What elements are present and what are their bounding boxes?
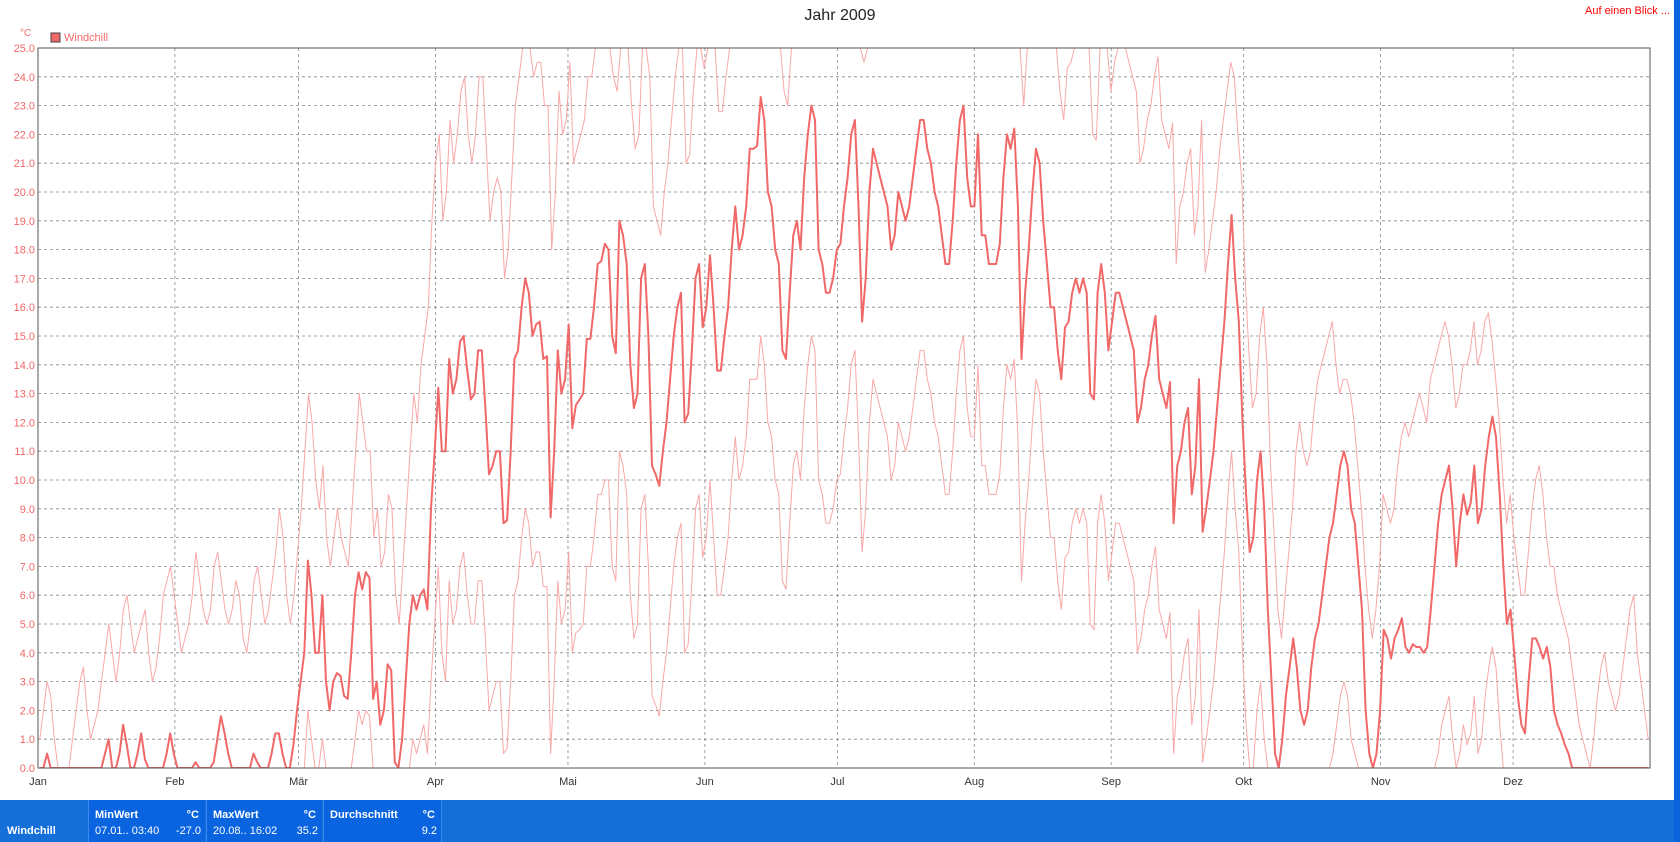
y-tick-label: 9.0 [20, 504, 35, 516]
y-tick-label: 12.0 [14, 417, 35, 429]
max-stat-box: MaxWert °C 20.08.. 16:02 35.2 [206, 800, 322, 842]
y-tick-label: 23.0 [14, 101, 35, 113]
x-tick-label: Feb [165, 776, 184, 788]
series-daily-mean [39, 96, 1649, 768]
avg-title: Durchschnitt [330, 809, 398, 821]
avg-stat-box: Durchschnitt °C 9.2 [323, 800, 442, 842]
x-tick-label: Dez [1503, 776, 1523, 788]
x-tick-label: Nov [1371, 776, 1391, 788]
y-tick-label: 17.0 [14, 273, 35, 285]
min-datetime: 07.01.. 03:40 [95, 825, 160, 837]
x-axis-ticks: Jan Feb Mär Apr Mai Jun Jul Aug Sep Okt Nov Dez [29, 776, 1523, 788]
x-tick-label: Jun [696, 776, 714, 788]
max-title: MaxWert [213, 809, 259, 821]
y-tick-label: 5.0 [20, 619, 35, 631]
min-stat-box: MinWert °C 07.01.. 03:40 -27.0 [88, 800, 205, 842]
chart-title: Jahr 2009 [804, 7, 875, 24]
x-tick-label: Aug [964, 776, 984, 788]
legend-swatch [50, 32, 61, 43]
y-tick-label: 7.0 [20, 561, 35, 573]
x-tick-label: Mär [289, 776, 308, 788]
y-tick-label: 14.0 [14, 360, 35, 372]
plot-frame [37, 47, 1651, 769]
y-tick-label: 6.0 [20, 590, 35, 602]
y-tick-label: 0.0 [20, 763, 35, 775]
x-tick-label: Okt [1235, 776, 1252, 788]
min-title: MinWert [95, 809, 139, 821]
y-tick-label: 20.0 [14, 187, 35, 199]
series-daily-min [39, 335, 1649, 768]
y-tick-label: 3.0 [20, 677, 35, 689]
x-tick-label: Sep [1101, 776, 1121, 788]
y-tick-label: 4.0 [20, 648, 35, 660]
legend-label: Windchill [64, 32, 108, 44]
stats-row-label: Windchill [7, 825, 56, 837]
series-daily-max [39, 48, 1649, 768]
y-tick-label: 15.0 [14, 331, 35, 343]
min-value: -27.0 [175, 825, 201, 837]
y-tick-label: 8.0 [20, 533, 35, 545]
x-tick-label: Mai [559, 776, 577, 788]
y-tick-label: 11.0 [14, 446, 35, 458]
y-axis-unit: °C [20, 28, 31, 39]
y-tick-label: 2.0 [20, 705, 35, 717]
y-tick-label: 21.0 [14, 158, 35, 170]
y-tick-label: 22.0 [14, 129, 35, 141]
avg-unit: °C [422, 809, 435, 821]
max-value: 35.2 [296, 825, 318, 837]
y-tick-label: 19.0 [14, 216, 35, 228]
x-tick-label: Apr [427, 776, 444, 788]
y-tick-label: 16.0 [14, 302, 35, 314]
x-tick-label: Jul [830, 776, 844, 788]
series-layer [39, 48, 1649, 768]
at-a-glance-link[interactable]: Auf einen Blick ... [1585, 5, 1670, 17]
x-tick-label: Jan [29, 776, 47, 788]
y-tick-label: 25.0 [14, 43, 35, 55]
min-unit: °C [186, 809, 199, 821]
y-axis-ticks: 0.0 1.0 2.0 3.0 4.0 5.0 6.0 7.0 8.0 9.0 10.0 11.0 12… [14, 43, 35, 775]
right-edge-strip [1674, 0, 1680, 842]
y-tick-label: 13.0 [14, 389, 35, 401]
y-tick-label: 1.0 [20, 734, 35, 746]
y-tick-label: 18.0 [14, 245, 35, 257]
stats-bar: Windchill MinWert °C 07.01.. 03:40 -27.0… [0, 800, 1674, 842]
y-tick-label: 24.0 [14, 72, 35, 84]
max-unit: °C [303, 809, 316, 821]
max-datetime: 20.08.. 16:02 [213, 825, 278, 837]
grid [38, 48, 1650, 768]
y-tick-label: 10.0 [14, 475, 35, 487]
avg-value: 9.2 [421, 825, 437, 837]
